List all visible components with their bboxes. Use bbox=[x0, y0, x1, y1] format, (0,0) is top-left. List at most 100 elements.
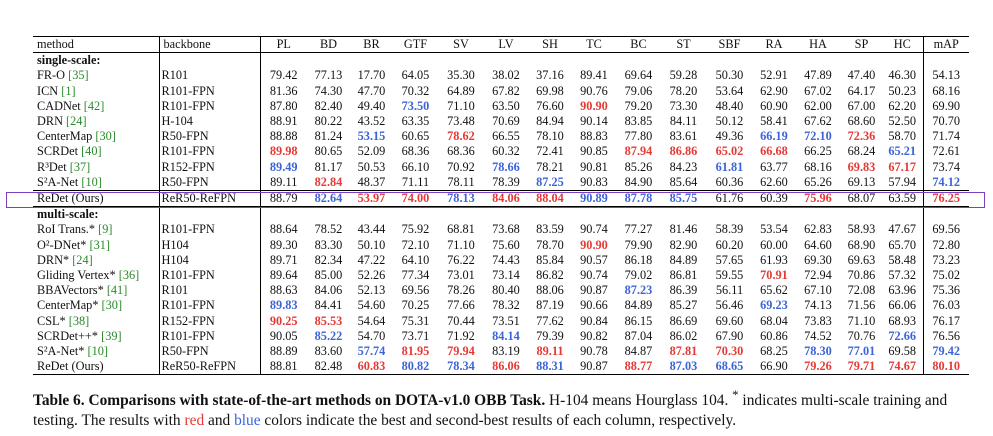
score-value: 88.63 bbox=[269, 283, 298, 298]
score-value: 88.04 bbox=[536, 191, 564, 206]
score-value: 86.81 bbox=[669, 268, 698, 283]
citation-link[interactable]: [31] bbox=[89, 237, 111, 252]
score-cell: 88.04 bbox=[528, 190, 572, 207]
score-cell: 63.59 bbox=[882, 190, 923, 207]
score-cell: 68.04 bbox=[753, 314, 795, 329]
citation-link[interactable]: [36] bbox=[118, 268, 140, 283]
section-spacer bbox=[572, 206, 616, 223]
citation-link[interactable]: [10] bbox=[81, 174, 102, 189]
citation-link[interactable]: [37] bbox=[69, 159, 91, 174]
score-cell: 75.60 bbox=[484, 238, 528, 253]
citation-link[interactable]: [42] bbox=[83, 98, 105, 113]
backbone-cell: H104 bbox=[158, 237, 260, 253]
section-spacer bbox=[393, 53, 438, 69]
citation-link[interactable]: [40] bbox=[81, 144, 102, 159]
section-spacer bbox=[661, 206, 706, 223]
score-value: 85.26 bbox=[624, 159, 653, 174]
score-cell: 56.46 bbox=[706, 298, 753, 313]
score-cell: 74.30 bbox=[307, 84, 350, 99]
score-value: 89.98 bbox=[269, 144, 298, 159]
score-cell: 84.41 bbox=[307, 298, 350, 313]
score-value: 54.60 bbox=[357, 298, 386, 313]
score-value: 90.90 bbox=[580, 237, 608, 252]
score-cell: 80.82 bbox=[393, 359, 438, 376]
score-value: 56.11 bbox=[715, 283, 744, 298]
score-cell: 89.41 bbox=[572, 68, 616, 83]
score-cell: 48.40 bbox=[706, 99, 753, 114]
score-cell: 66.90 bbox=[753, 359, 795, 376]
score-value: 90.74 bbox=[580, 222, 608, 237]
score-cell: 43.52 bbox=[350, 114, 393, 129]
score-value: 58.70 bbox=[888, 129, 917, 144]
score-cell: 79.20 bbox=[616, 99, 661, 114]
section-spacer bbox=[438, 206, 484, 223]
citation-link[interactable]: [30] bbox=[95, 129, 116, 144]
score-value: 84.06 bbox=[314, 283, 343, 298]
score-cell: 74.52 bbox=[795, 329, 841, 344]
section-spacer bbox=[572, 53, 616, 69]
score-cell: 90.90 bbox=[572, 238, 616, 253]
column-header: backbone bbox=[158, 35, 260, 54]
method-cell: ICN [1] bbox=[33, 84, 159, 99]
score-cell: 69.63 bbox=[841, 253, 882, 268]
score-value: 67.02 bbox=[804, 83, 832, 98]
score-value: 50.30 bbox=[715, 68, 744, 83]
score-cell: 72.94 bbox=[795, 268, 841, 283]
score-cell: 90.84 bbox=[572, 314, 616, 329]
score-cell: 71.11 bbox=[393, 175, 438, 191]
score-value: 63.96 bbox=[888, 283, 917, 298]
method-name: CenterMap bbox=[37, 129, 93, 144]
citation-link[interactable]: [24] bbox=[72, 252, 93, 267]
score-cell: 74.43 bbox=[484, 253, 528, 268]
score-cell: 82.84 bbox=[307, 175, 350, 191]
section-spacer bbox=[795, 53, 841, 69]
score-value: 84.94 bbox=[536, 114, 564, 129]
citation-link[interactable]: [1] bbox=[61, 83, 76, 98]
score-value: 53.97 bbox=[357, 191, 386, 206]
score-cell: 74.13 bbox=[795, 298, 841, 313]
score-cell: 62.90 bbox=[753, 84, 795, 99]
citation-link[interactable]: [30] bbox=[101, 298, 123, 313]
method-cell: ReDet (Ours) bbox=[33, 359, 159, 376]
score-value: 79.42 bbox=[269, 68, 298, 83]
score-cell: 70.92 bbox=[438, 160, 484, 175]
citation-link[interactable]: [38] bbox=[68, 313, 90, 328]
score-value: 86.82 bbox=[536, 268, 564, 283]
score-value: 60.90 bbox=[760, 98, 788, 113]
score-value: 57.94 bbox=[888, 174, 917, 189]
score-cell: 74.67 bbox=[882, 359, 923, 376]
score-value: 87.78 bbox=[624, 191, 653, 206]
citation-link[interactable]: [9] bbox=[98, 222, 113, 237]
column-header: RA bbox=[753, 35, 795, 54]
score-value: 70.91 bbox=[760, 268, 788, 283]
score-cell: 52.13 bbox=[350, 283, 393, 298]
score-value: 17.70 bbox=[357, 68, 386, 83]
score-value: 48.40 bbox=[715, 98, 744, 113]
score-cell: 61.93 bbox=[753, 253, 795, 268]
score-cell: 82.34 bbox=[307, 253, 350, 268]
score-cell: 85.53 bbox=[307, 314, 350, 329]
section-spacer bbox=[661, 53, 706, 69]
score-value: 89.11 bbox=[270, 174, 298, 189]
score-cell: 79.42 bbox=[259, 68, 307, 84]
score-cell: 86.82 bbox=[528, 268, 572, 283]
citation-link[interactable]: [39] bbox=[101, 328, 122, 343]
score-cell: 47.70 bbox=[350, 84, 393, 99]
score-cell: 70.76 bbox=[841, 329, 882, 344]
score-value: 66.55 bbox=[492, 129, 520, 144]
citation-link[interactable]: [35] bbox=[68, 68, 89, 83]
score-value: 62.90 bbox=[760, 83, 788, 98]
score-cell: 87.81 bbox=[661, 344, 706, 359]
citation-link[interactable]: [24] bbox=[66, 114, 87, 129]
score-cell: 69.98 bbox=[528, 84, 572, 99]
backbone-cell: R50-FPN bbox=[158, 174, 260, 191]
score-cell: 89.30 bbox=[259, 237, 307, 253]
method-cell: S²A-Net [10] bbox=[33, 175, 159, 191]
score-cell: 53.97 bbox=[350, 190, 393, 207]
score-cell: 50.30 bbox=[706, 68, 753, 83]
method-name: ReDet (Ours) bbox=[37, 191, 104, 206]
citation-link[interactable]: [41] bbox=[106, 283, 128, 298]
citation-link[interactable]: [10] bbox=[87, 344, 108, 359]
score-cell: 64.17 bbox=[841, 84, 882, 99]
score-value: 69.58 bbox=[888, 344, 917, 359]
